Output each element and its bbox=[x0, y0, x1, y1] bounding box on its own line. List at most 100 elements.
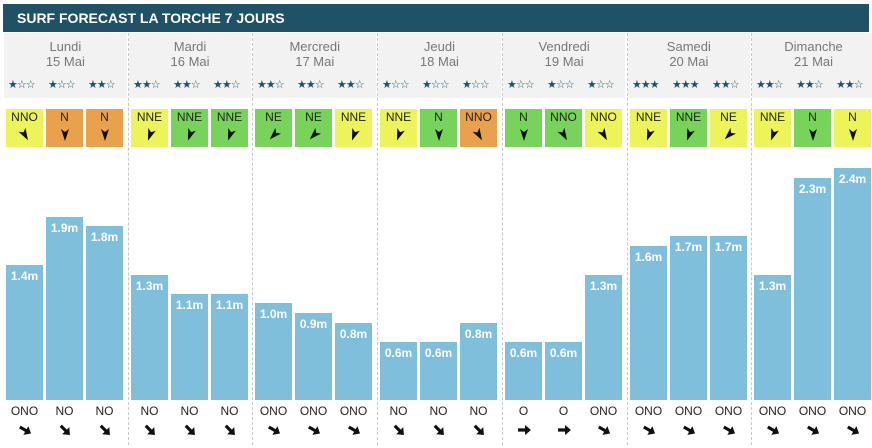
rating-stars: ★★☆ bbox=[173, 78, 201, 91]
wind-arrow-icon bbox=[396, 127, 405, 141]
wave-height-label: 1.7m bbox=[714, 240, 743, 254]
wave-height-label: 0.6m bbox=[509, 346, 538, 360]
wind-arrow-icon bbox=[269, 127, 281, 140]
wind-box: NNE bbox=[131, 109, 168, 147]
day-name: Samedi bbox=[666, 39, 711, 54]
swell-direction-label: ONO bbox=[758, 404, 787, 418]
swell-direction-label: ONO bbox=[259, 404, 288, 418]
wind-arrow-icon bbox=[60, 129, 69, 141]
wind-box: N bbox=[794, 109, 831, 147]
day-separator bbox=[627, 33, 628, 445]
wave-height-label: 1.9m bbox=[50, 221, 79, 235]
swell-arrow-icon bbox=[59, 424, 70, 435]
day-header: Samedi 20 Mai bbox=[627, 33, 751, 98]
wind-arrow-icon bbox=[770, 127, 779, 141]
swell-arrow-icon bbox=[99, 424, 110, 435]
swell-arrow-icon bbox=[19, 425, 32, 435]
wind-arrow-icon bbox=[309, 127, 321, 140]
wind-direction-label: N bbox=[100, 110, 109, 124]
wind-direction-label: N bbox=[60, 110, 69, 124]
swell-arrow-icon bbox=[348, 425, 361, 435]
wind-box: NNE bbox=[670, 109, 707, 147]
rating-stars: ★☆☆ bbox=[382, 78, 410, 91]
wave-height-label: 2.4m bbox=[838, 172, 867, 186]
wind-direction-label: NE bbox=[305, 110, 322, 124]
wind-box: NNO bbox=[460, 109, 497, 147]
wave-height-label: 0.9m bbox=[299, 317, 328, 331]
swell-direction-label: NO bbox=[469, 404, 488, 418]
rating-stars: ★★★ bbox=[672, 78, 700, 91]
swell-direction-label: ONO bbox=[339, 404, 368, 418]
wind-arrow-icon bbox=[848, 129, 857, 141]
wind-box: NNE bbox=[171, 109, 208, 147]
wave-bar bbox=[630, 246, 667, 400]
swell-direction-label: NO bbox=[140, 404, 159, 418]
wind-box: N bbox=[834, 109, 871, 147]
wind-arrow-icon bbox=[686, 127, 695, 141]
swell-arrow-icon bbox=[723, 425, 736, 435]
wind-box: N bbox=[420, 109, 457, 147]
swell-arrow-icon bbox=[473, 424, 484, 435]
wind-arrow-icon bbox=[519, 129, 528, 141]
wave-bar bbox=[420, 342, 457, 400]
swell-direction-label: ONO bbox=[798, 404, 827, 418]
wave-bar bbox=[335, 323, 372, 400]
rating-stars: ★★★ bbox=[632, 78, 660, 91]
wave-height-label: 1.4m bbox=[10, 269, 39, 283]
swell-arrow-icon bbox=[393, 424, 404, 435]
wave-bar bbox=[460, 323, 497, 400]
rating-stars: ★☆☆ bbox=[587, 78, 615, 91]
wave-height-label: 1.1m bbox=[215, 298, 244, 312]
swell-direction-label: ONO bbox=[299, 404, 328, 418]
wind-direction-label: NNE bbox=[216, 110, 243, 124]
wind-arrow-icon bbox=[18, 127, 28, 141]
wind-direction-label: NNE bbox=[136, 110, 163, 124]
wind-arrow-icon bbox=[187, 127, 196, 141]
swell-arrow-icon bbox=[308, 425, 321, 435]
wave-bar bbox=[255, 303, 292, 400]
wind-direction-label: NNO bbox=[550, 110, 577, 124]
wave-bar bbox=[295, 313, 332, 400]
wind-arrow-icon bbox=[472, 127, 482, 141]
rating-stars: ★★☆ bbox=[297, 78, 325, 91]
wave-height-label: 0.6m bbox=[424, 346, 453, 360]
swell-arrow-icon bbox=[847, 425, 860, 435]
wind-box: NNE bbox=[380, 109, 417, 147]
swell-direction-label: O bbox=[518, 404, 529, 418]
day-separator bbox=[252, 33, 253, 445]
day-date: 21 Mai bbox=[794, 54, 834, 69]
day-separator bbox=[751, 33, 752, 445]
wind-direction-label: N bbox=[848, 110, 857, 124]
day-header: Jeudi 18 Mai bbox=[378, 33, 501, 98]
wind-box: NE bbox=[295, 109, 332, 147]
wind-direction-label: NE bbox=[720, 110, 737, 124]
swell-direction-label: ONO bbox=[674, 404, 703, 418]
swell-arrow-icon bbox=[518, 425, 531, 435]
wind-direction-label: NNE bbox=[675, 110, 702, 124]
swell-arrow-icon bbox=[558, 425, 571, 435]
wave-bar bbox=[710, 236, 747, 400]
swell-direction-label: ONO bbox=[714, 404, 743, 418]
swell-direction-label: NO bbox=[55, 404, 74, 418]
day-name: Lundi bbox=[49, 39, 82, 54]
wind-arrow-icon bbox=[100, 129, 109, 141]
wave-height-label: 0.6m bbox=[549, 346, 578, 360]
rating-stars: ★★☆ bbox=[337, 78, 365, 91]
wave-bar bbox=[585, 275, 622, 400]
forecast-title: SURF FORECAST LA TORCHE 7 JOURS bbox=[3, 4, 869, 32]
wave-height-label: 2.3m bbox=[798, 182, 827, 196]
day-date: 19 Mai bbox=[544, 54, 584, 69]
wind-box: N bbox=[86, 109, 123, 147]
day-separator bbox=[502, 33, 503, 445]
wind-box: NNO bbox=[6, 109, 43, 147]
wind-box: NNE bbox=[754, 109, 791, 147]
wave-bar bbox=[754, 275, 791, 400]
swell-arrow-icon bbox=[224, 424, 235, 435]
day-separator bbox=[377, 33, 378, 445]
wind-arrow-icon bbox=[597, 127, 607, 141]
rating-stars: ★★☆ bbox=[836, 78, 864, 91]
wind-arrow-icon bbox=[724, 127, 736, 140]
wind-box: NNE bbox=[211, 109, 248, 147]
wind-arrow-icon bbox=[808, 129, 817, 141]
wave-height-label: 0.6m bbox=[384, 346, 413, 360]
